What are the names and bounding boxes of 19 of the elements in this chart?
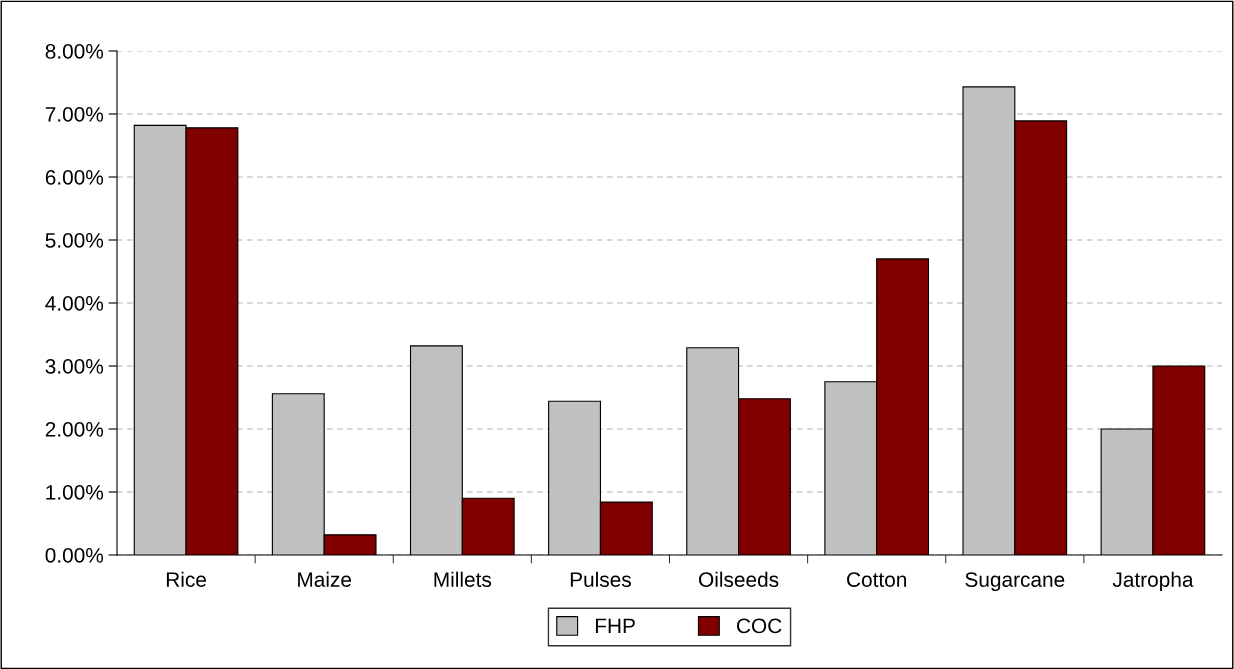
x-tick-label: Rice — [166, 571, 206, 587]
y-tick-label: 3.00% — [45, 359, 104, 374]
x-tick-label: Maize — [298, 571, 352, 587]
y-tick-label: 8.00% — [45, 44, 104, 59]
y-tick-label: 6.00% — [45, 170, 104, 185]
y-tick-label: 1.00% — [46, 485, 104, 500]
y-tick-label: 5.00% — [45, 233, 104, 248]
legend-label: COC — [736, 618, 782, 634]
x-tick-label: Oilseeds — [699, 571, 779, 587]
x-tick-label: Jatropha — [1112, 571, 1194, 592]
x-tick-label: Pulses — [570, 571, 631, 587]
y-tick-label: 0.00% — [45, 548, 104, 563]
x-tick-label: Cotton — [847, 572, 907, 587]
x-tick-label: Millets — [434, 571, 492, 587]
legend-label: FHP — [595, 618, 635, 634]
x-tick-label: Sugarcane — [965, 572, 1065, 592]
y-tick-label: 7.00% — [45, 107, 104, 122]
y-tick-label: 2.00% — [45, 422, 104, 437]
y-tick-label: 4.00% — [45, 296, 104, 311]
